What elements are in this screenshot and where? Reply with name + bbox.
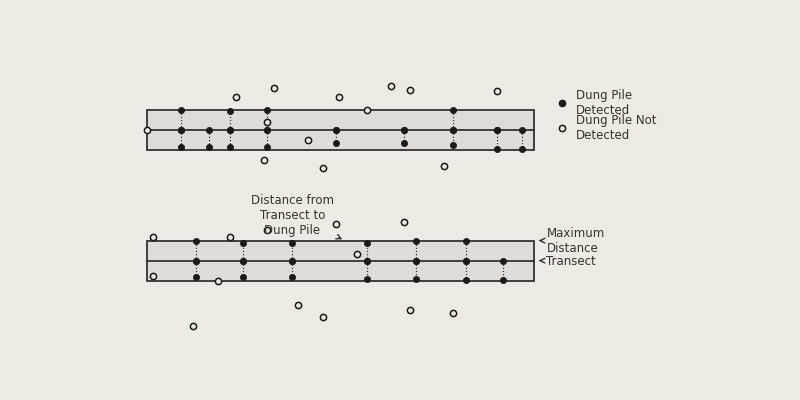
Text: Transect: Transect	[540, 255, 596, 268]
Text: Maximum
Distance: Maximum Distance	[540, 227, 605, 255]
Text: Distance from
Transect to
Dung Pile: Distance from Transect to Dung Pile	[250, 194, 341, 239]
Text: Dung Pile Not
Detected: Dung Pile Not Detected	[575, 114, 656, 142]
Bar	[146, 240, 534, 280]
Text: Dung Pile
Detected: Dung Pile Detected	[575, 90, 632, 118]
Bar	[146, 110, 534, 150]
